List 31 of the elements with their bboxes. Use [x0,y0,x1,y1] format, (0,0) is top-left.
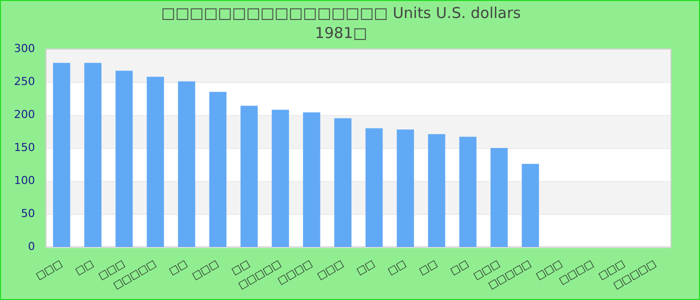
x-tick-label: □□ [418,258,440,278]
chart-subtitle: 1981□ [314,24,368,42]
bar [178,81,196,247]
y-tick-label: 250 [14,74,35,88]
bar [146,76,164,247]
y-tick-label: 300 [14,42,35,55]
bar [334,118,352,247]
x-tick-label: □□ [355,258,377,278]
bar [366,128,383,247]
bar [522,164,539,247]
x-tick-label: □□ [168,258,190,278]
bar [490,148,508,247]
y-tick-label: 0 [28,240,35,253]
y-tick-label: 200 [14,108,35,121]
y-tick-label: 100 [14,174,35,187]
bar [116,70,133,247]
bar [272,110,289,247]
x-tick-label: □□ [386,258,408,278]
bar [209,92,226,247]
bar [303,112,320,247]
bar [459,136,476,247]
bar [240,106,258,247]
x-tick-label: □□ [74,258,96,278]
y-tick-label: 150 [14,140,35,154]
bar [396,130,414,247]
bar [53,62,70,247]
chart-title: □□□□□□□□□□□□□□□□ Units U.S. dollars [161,4,522,22]
y-tick-label: 50 [20,206,35,220]
x-tick-label: □□ [448,258,471,278]
bar [428,134,446,247]
bar [84,62,102,247]
